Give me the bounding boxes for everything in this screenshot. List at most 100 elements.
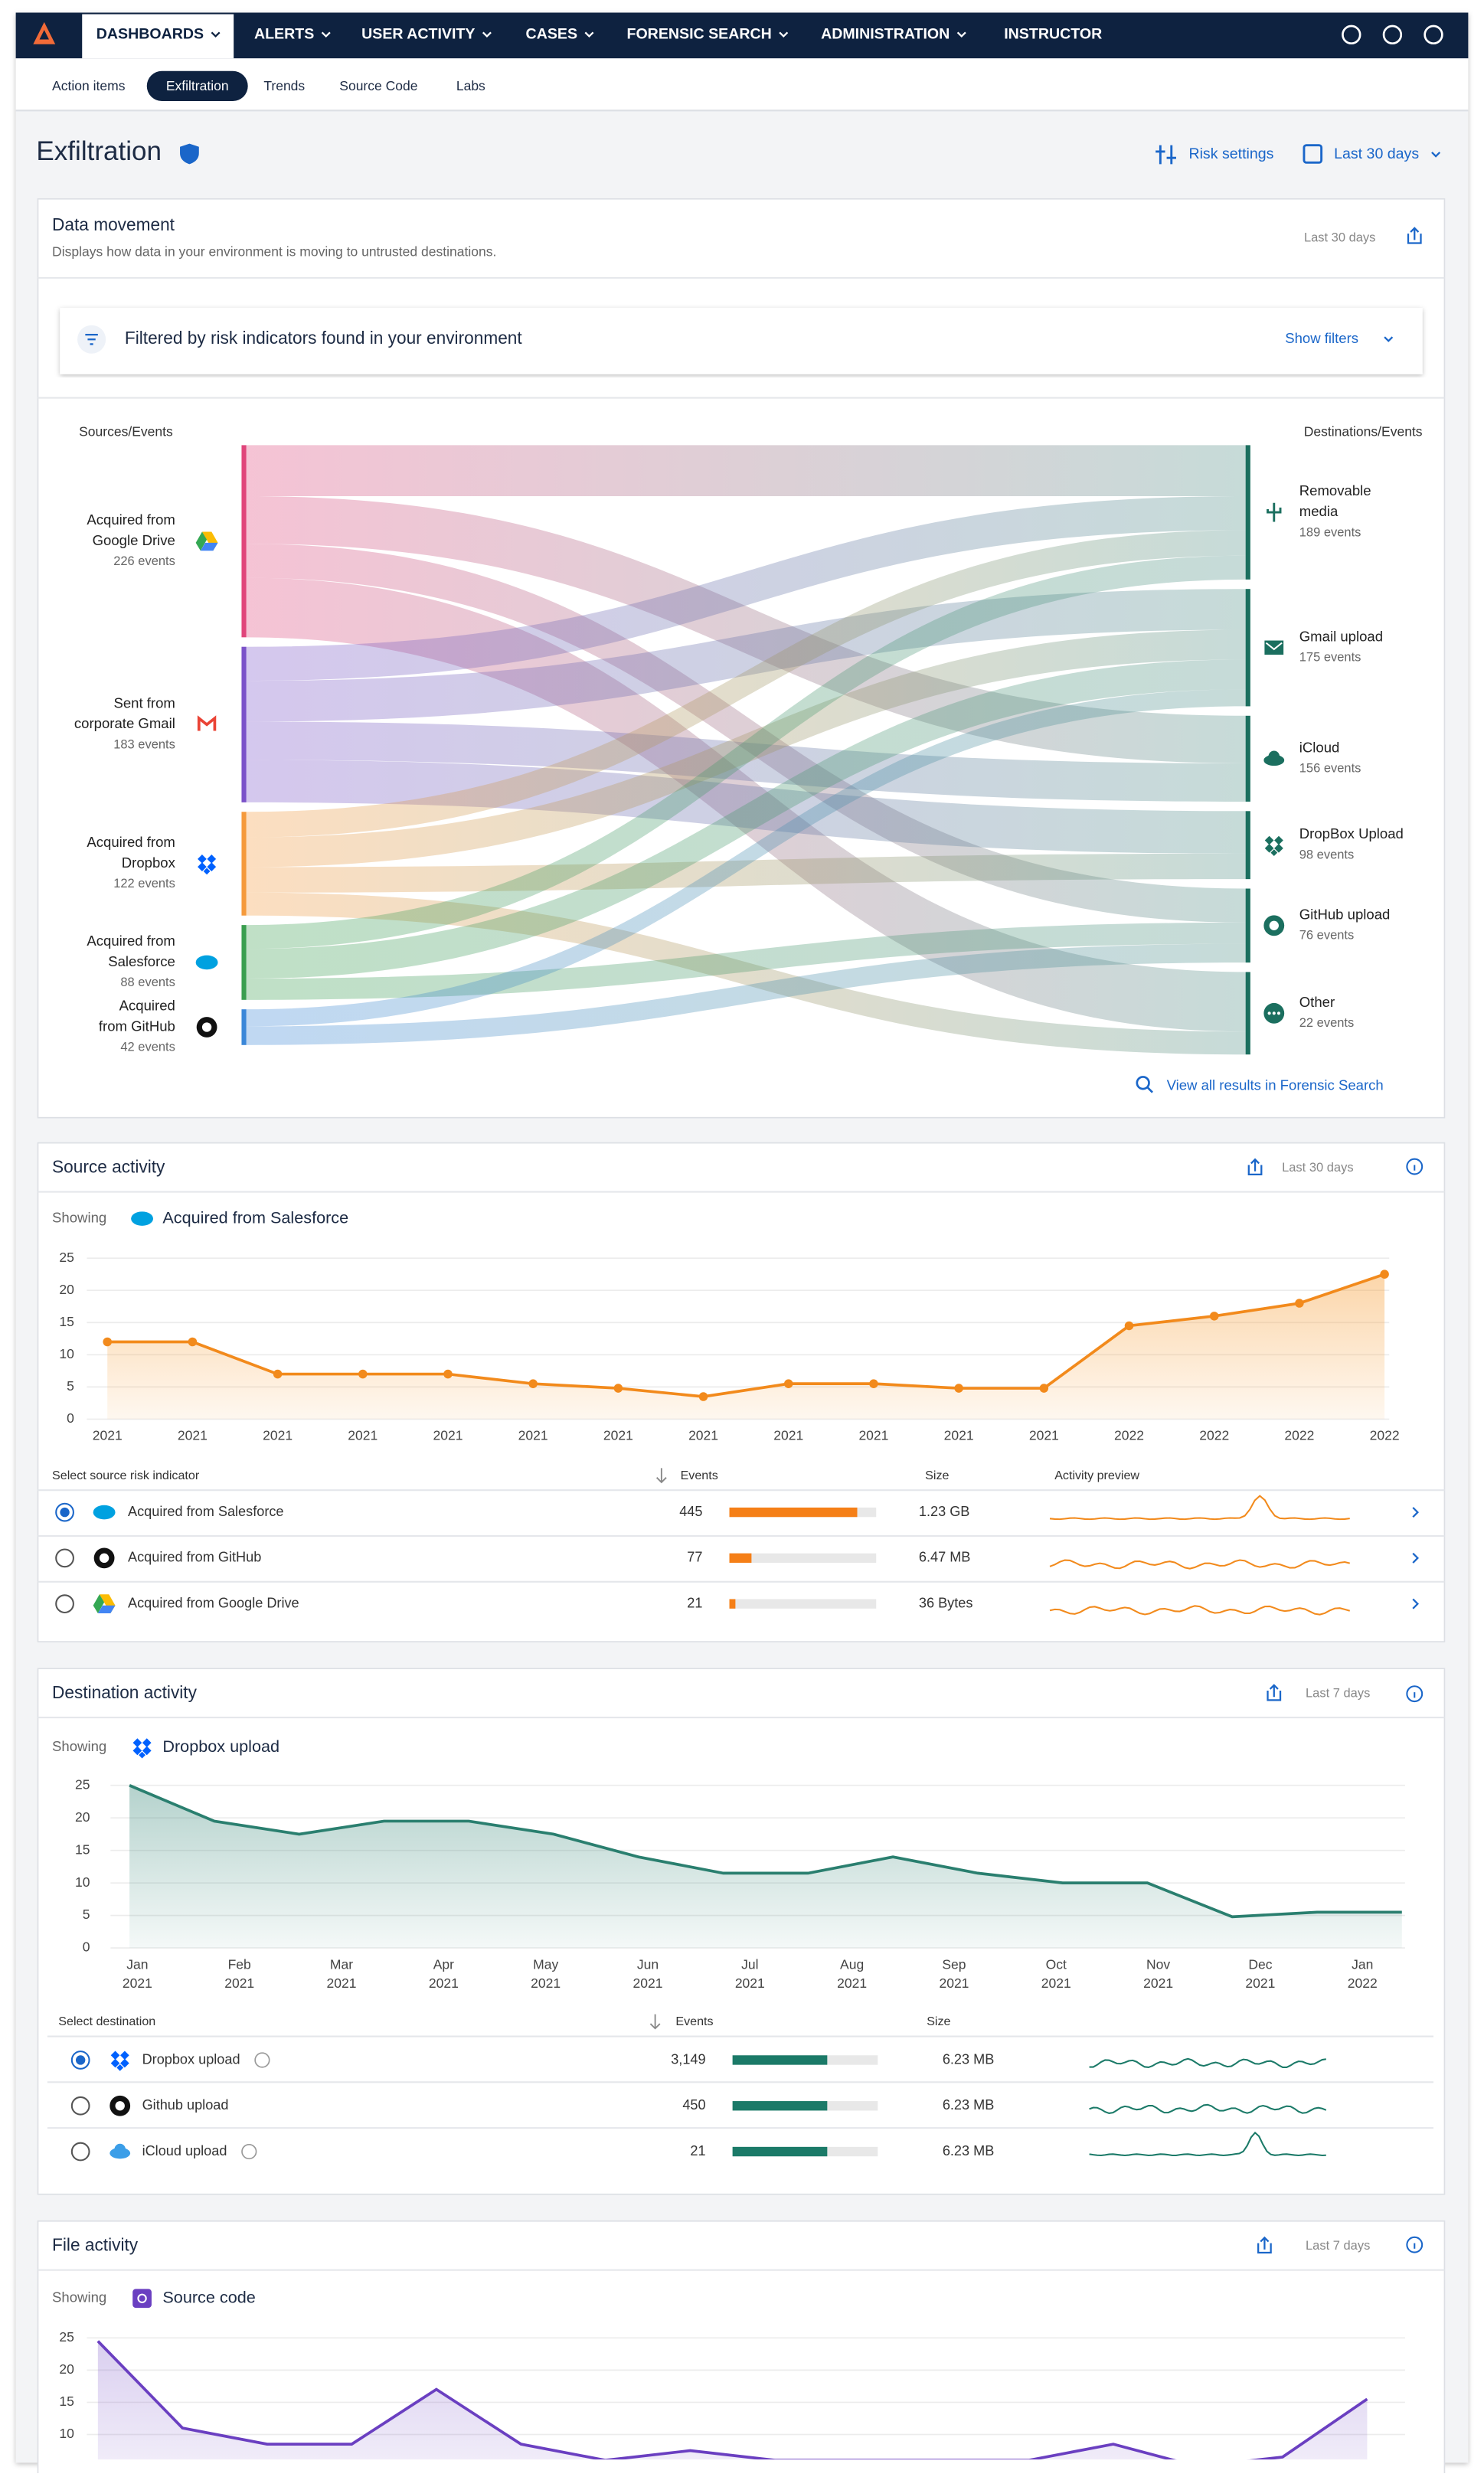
sankey-link [246,445,1246,497]
x-tick-label: 2021 [1041,1975,1071,1991]
help-icon[interactable] [1424,25,1443,45]
sparkline [1049,1605,1351,1616]
info-icon[interactable] [1406,1158,1424,1175]
tab-active[interactable] [146,70,248,101]
nav-active [82,14,234,59]
filter-box [60,308,1423,374]
line [96,2340,1368,2460]
radio[interactable] [55,1548,74,1568]
point [1124,1321,1134,1331]
row-chevron[interactable] [1412,1507,1419,1518]
nav-item[interactable]: ADMINISTRATION [821,26,950,43]
sort-icon[interactable] [656,1468,667,1484]
row-name: Github upload [142,2097,229,2113]
tab[interactable]: Labs [456,78,485,93]
usb-icon [1267,502,1282,522]
shield-icon [180,143,199,165]
show-filters[interactable]: Show filters [1285,330,1358,346]
x-tick-label: 2022 [1199,1428,1229,1443]
source-events: 122 events [113,877,175,890]
github-icon [1263,915,1285,936]
chart-clip: 10 15 20 25 [59,2329,1405,2460]
row-chevron[interactable] [1412,1552,1419,1564]
account-icon[interactable] [1382,25,1403,45]
share-icon[interactable] [1267,1684,1282,1701]
radio[interactable] [70,2096,90,2116]
sankey-link [246,589,1246,722]
row-name: Dropbox upload [142,2051,240,2067]
card-range: Last 7 days [1306,2239,1370,2253]
showing-label: Showing [52,2289,106,2305]
info-icon[interactable] [241,2143,257,2160]
range-picker[interactable]: Last 30 days [1334,145,1419,162]
announce-icon[interactable] [1342,25,1361,45]
x-tick-label: 2021 [688,1428,718,1443]
nav-item[interactable]: ALERTS [254,26,314,43]
chevron [1431,152,1441,158]
share-icon[interactable] [1247,1158,1263,1176]
risk-icon[interactable] [1155,145,1176,165]
point [188,1337,198,1347]
card-title: Source activity [52,1157,165,1177]
sankey-destination-node [1245,715,1250,802]
info-icon[interactable] [1406,2236,1424,2253]
tab[interactable]: Source Code [339,78,417,93]
nav-item[interactable]: CASES [526,26,577,43]
source-name: Dropbox [122,855,176,871]
destination-name: DropBox Upload [1299,825,1404,841]
icon-part [114,2143,126,2155]
nav-item[interactable]: USER ACTIVITY [361,26,475,43]
point [1295,1299,1304,1308]
row-size: 6.23 MB [943,2143,995,2158]
icon-part [1264,844,1274,853]
bar-fill [732,2055,828,2065]
icon-part [1267,502,1282,522]
calendar-icon[interactable] [1303,144,1323,164]
tab[interactable]: Action items [52,78,126,93]
info-icon[interactable] [254,2052,270,2068]
icon-part [195,531,208,551]
risk-settings-link[interactable]: Risk settings [1188,145,1273,162]
row-size: 1.23 GB [919,1504,970,1519]
sankey-destination-node [1245,811,1250,880]
salesforce-icon [93,1505,116,1520]
tab[interactable]: Exfiltration [166,78,229,93]
sankey-link [246,689,1246,1027]
row-chevron[interactable] [1412,1598,1419,1609]
area [129,1785,1402,1949]
nav-item[interactable]: FORENSIC SEARCH [626,26,771,43]
forensic-search-link[interactable]: View all results in Forensic Search [1167,1077,1384,1093]
nav-item[interactable]: DASHBOARDS [96,26,204,43]
icon-part [1269,920,1279,930]
x-tick-label: Jan [1352,1956,1373,1972]
info-icon[interactable] [1406,1685,1424,1703]
point [358,1369,368,1379]
y-tick-label: 10 [75,1874,90,1890]
y-tick-label: 5 [67,1378,74,1394]
sort-icon[interactable] [649,2014,661,2030]
x-tick-label: 2021 [327,1975,357,1991]
radio[interactable] [55,1594,74,1614]
x-tick-label: Sep [942,1956,966,1972]
share-icon[interactable] [1407,227,1422,244]
nav-item[interactable]: INSTRUCTOR [1004,26,1102,43]
radio[interactable] [70,2142,90,2162]
sankey-link [246,892,1246,1055]
point [443,1369,453,1379]
bar-fill [732,2146,828,2157]
sankey-heading: Destinations/Events [1304,424,1423,440]
destination-name: Removable [1299,482,1371,498]
sankey-link [246,943,1246,1045]
row-size: 36 Bytes [919,1595,973,1610]
x-tick-label: Jul [741,1956,758,1972]
github-icon [196,1017,217,1038]
icon-part [97,1605,116,1614]
destination-events: 156 events [1299,762,1361,776]
sparkline [1089,2131,1326,2157]
y-tick-label: 20 [59,1282,74,1297]
x-tick-label: Apr [433,1956,454,1972]
tab[interactable]: Trends [263,78,305,93]
share-icon[interactable] [1257,2236,1272,2254]
salesforce-icon [195,955,218,970]
x-tick-label: 2021 [858,1428,888,1443]
